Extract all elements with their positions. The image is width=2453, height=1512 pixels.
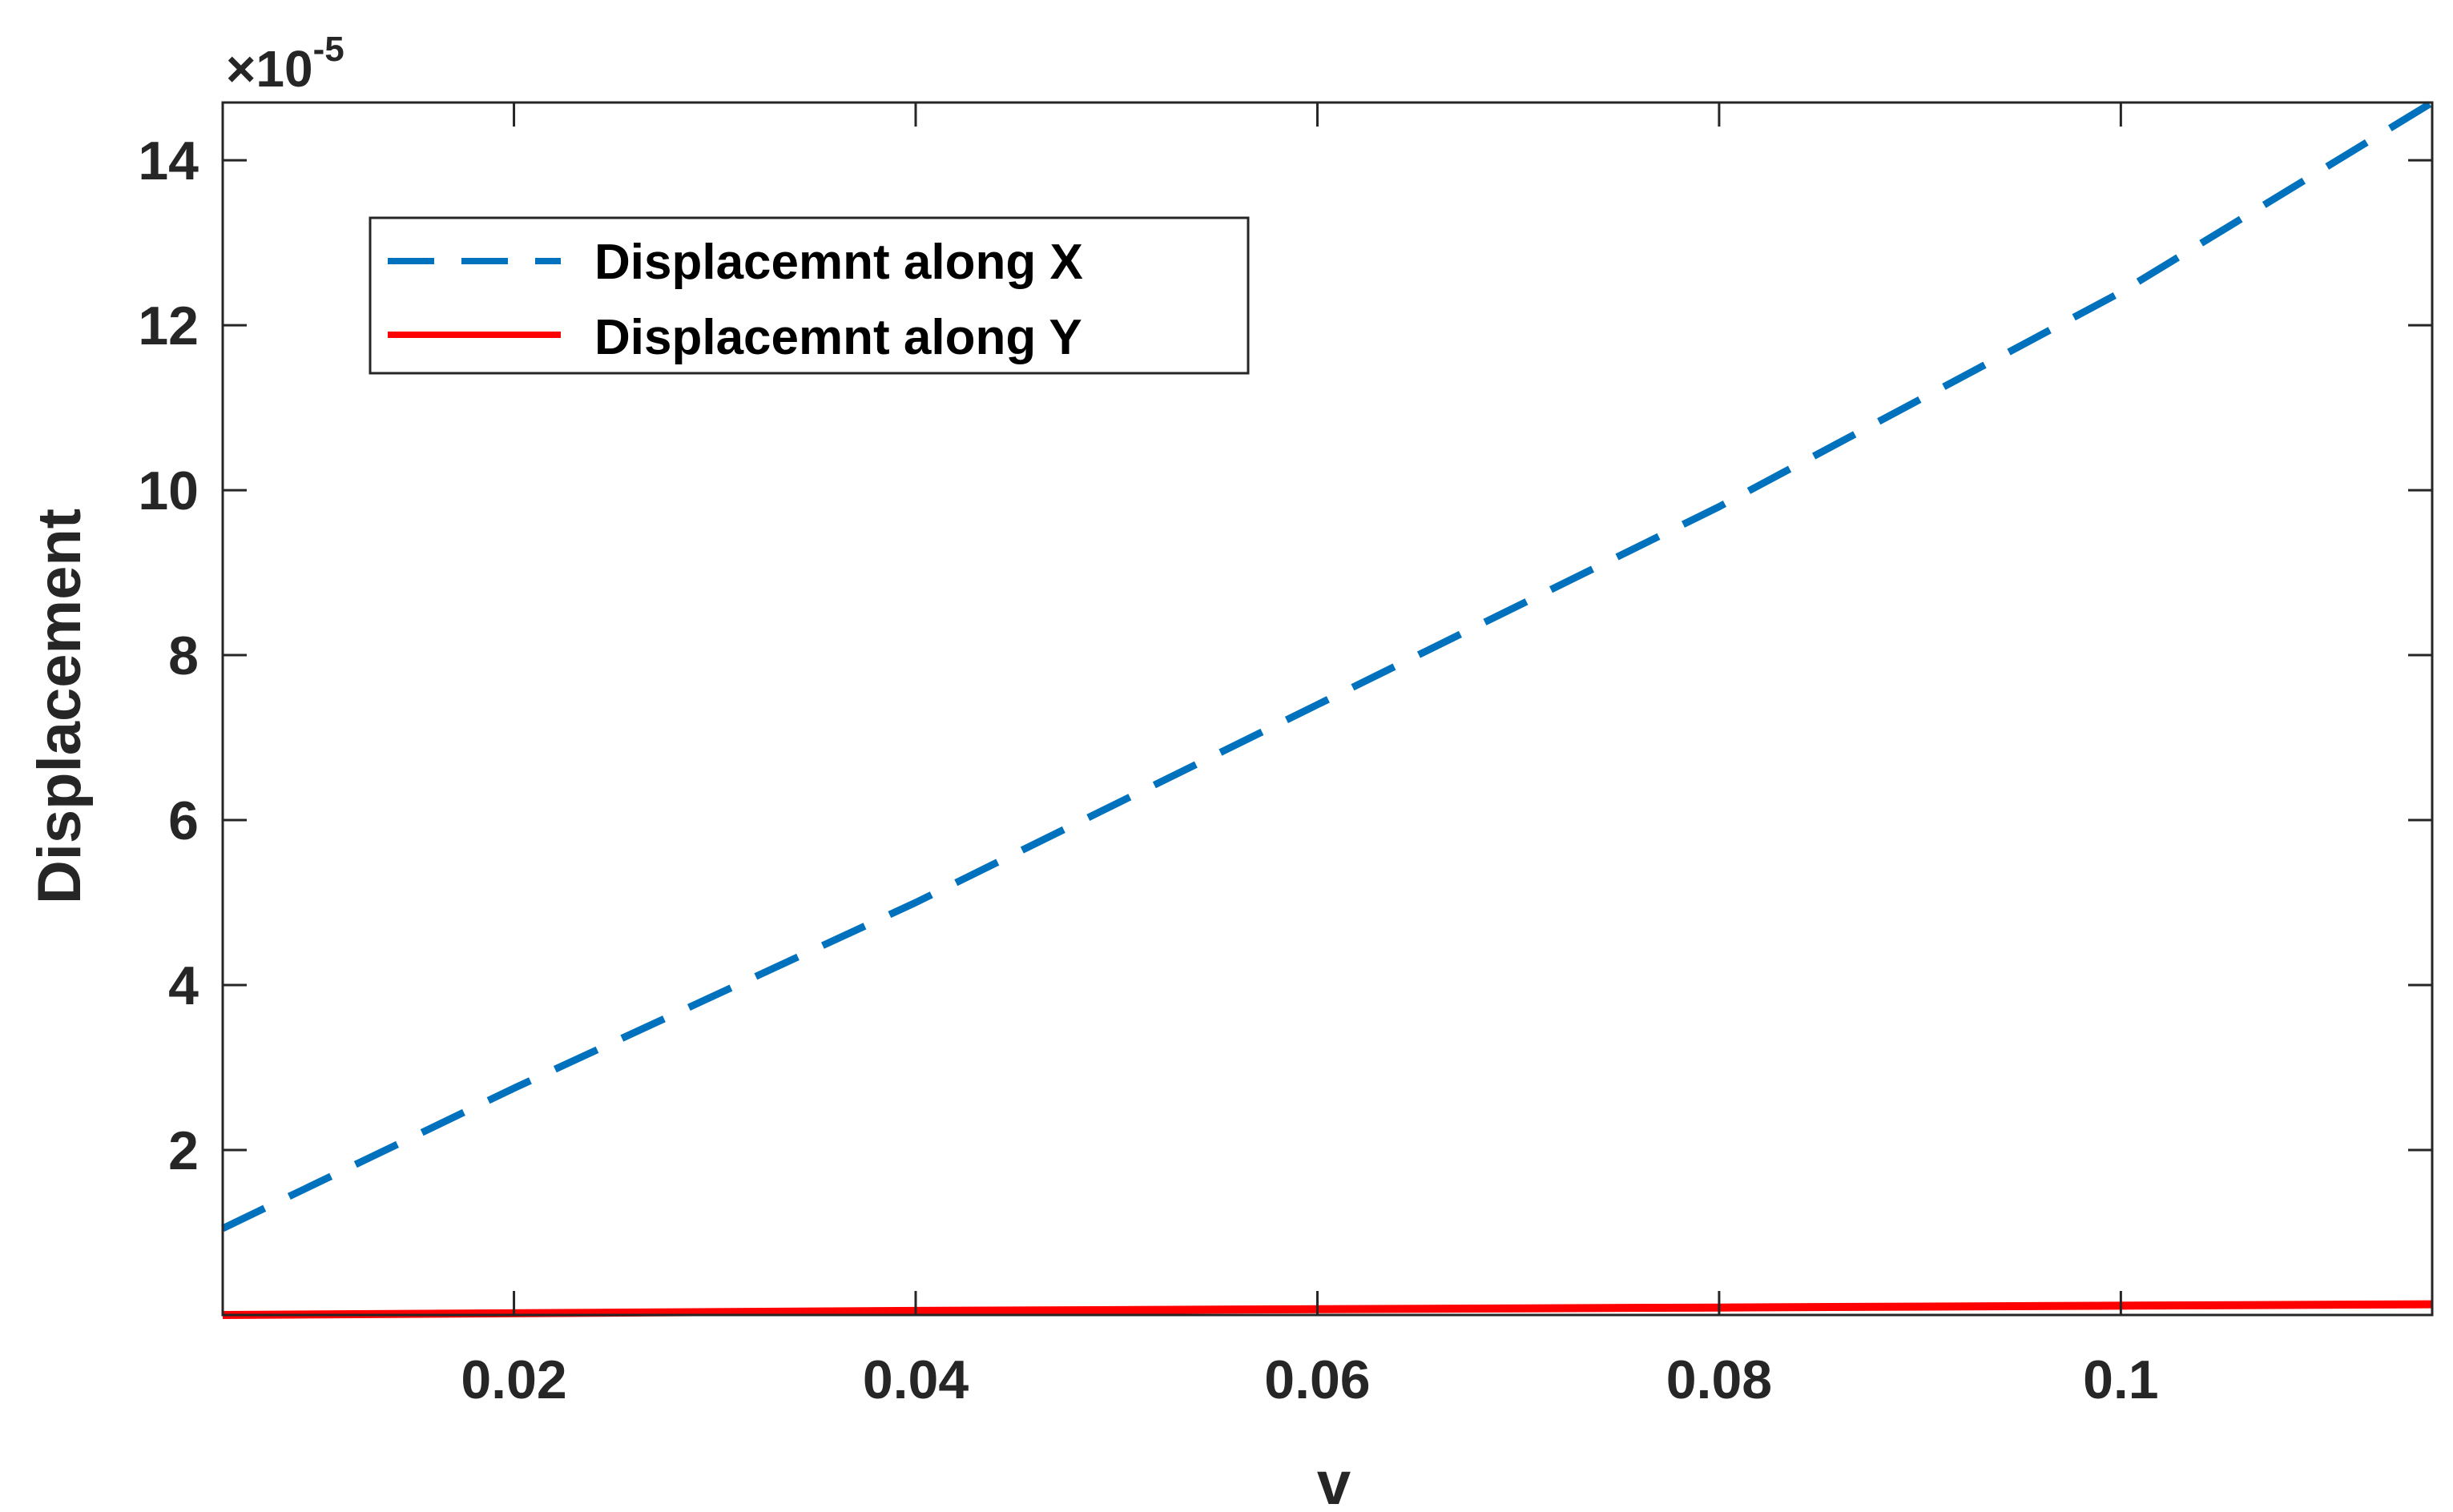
y-tick-label: 2 xyxy=(168,1120,199,1181)
legend-label-x: Displacemnt along X xyxy=(594,235,1083,290)
x-tick-label: 0.06 xyxy=(1264,1349,1370,1410)
y-tick-label: 4 xyxy=(168,955,199,1016)
x-axis-title: v xyxy=(1317,1450,1351,1512)
x-tick-label: 0.1 xyxy=(2083,1349,2159,1410)
x-tick-label: 0.02 xyxy=(461,1349,566,1410)
x-tick-label: 0.04 xyxy=(863,1349,969,1410)
y-tick-label: 6 xyxy=(168,790,199,851)
y-tick-label: 12 xyxy=(138,296,199,356)
legend-box xyxy=(369,216,1250,375)
labels-layer: 0.02 0.04 0.06 0.08 0.1 2 4 6 8 10 12 14 xyxy=(138,131,2158,1410)
y-tick-label: 8 xyxy=(168,625,199,686)
ticks-layer xyxy=(223,103,2432,1315)
y-tick-label: 10 xyxy=(138,460,199,521)
y-axis-title: Displacement xyxy=(26,509,94,904)
y-exponent-label: ×10-5 xyxy=(226,30,344,98)
axes-box xyxy=(221,101,2434,1317)
y-tick-label: 14 xyxy=(138,131,199,191)
legend-label-y: Displacemnt along Y xyxy=(594,310,1082,365)
x-tick-label: 0.08 xyxy=(1666,1349,1772,1410)
legend: Displacemnt along X Displacemnt along Y xyxy=(369,216,1250,375)
series-line-x xyxy=(221,99,2435,1232)
